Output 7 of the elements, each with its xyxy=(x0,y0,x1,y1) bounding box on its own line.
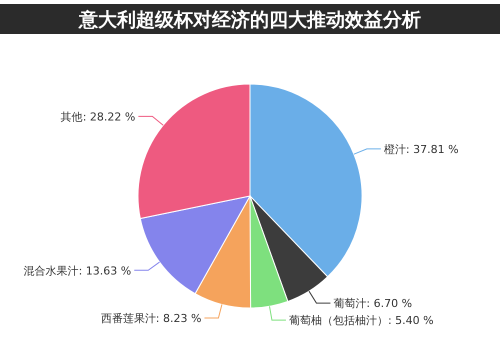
slice-label: 西番莲果汁: 8.23 % xyxy=(100,312,202,325)
slice-label: 葡萄柚（包括柚汁）: 5.40 % xyxy=(288,314,434,328)
slice-label: 橙汁: 37.81 % xyxy=(384,142,459,156)
slice-label: 其他: 28.22 % xyxy=(60,110,136,124)
chart-title: 意大利超级杯对经济的四大推动效益分析 xyxy=(78,9,421,31)
slice-label: 葡萄汁: 6.70 % xyxy=(333,297,412,310)
slice-label: 混合水果汁: 13.63 % xyxy=(24,264,132,278)
